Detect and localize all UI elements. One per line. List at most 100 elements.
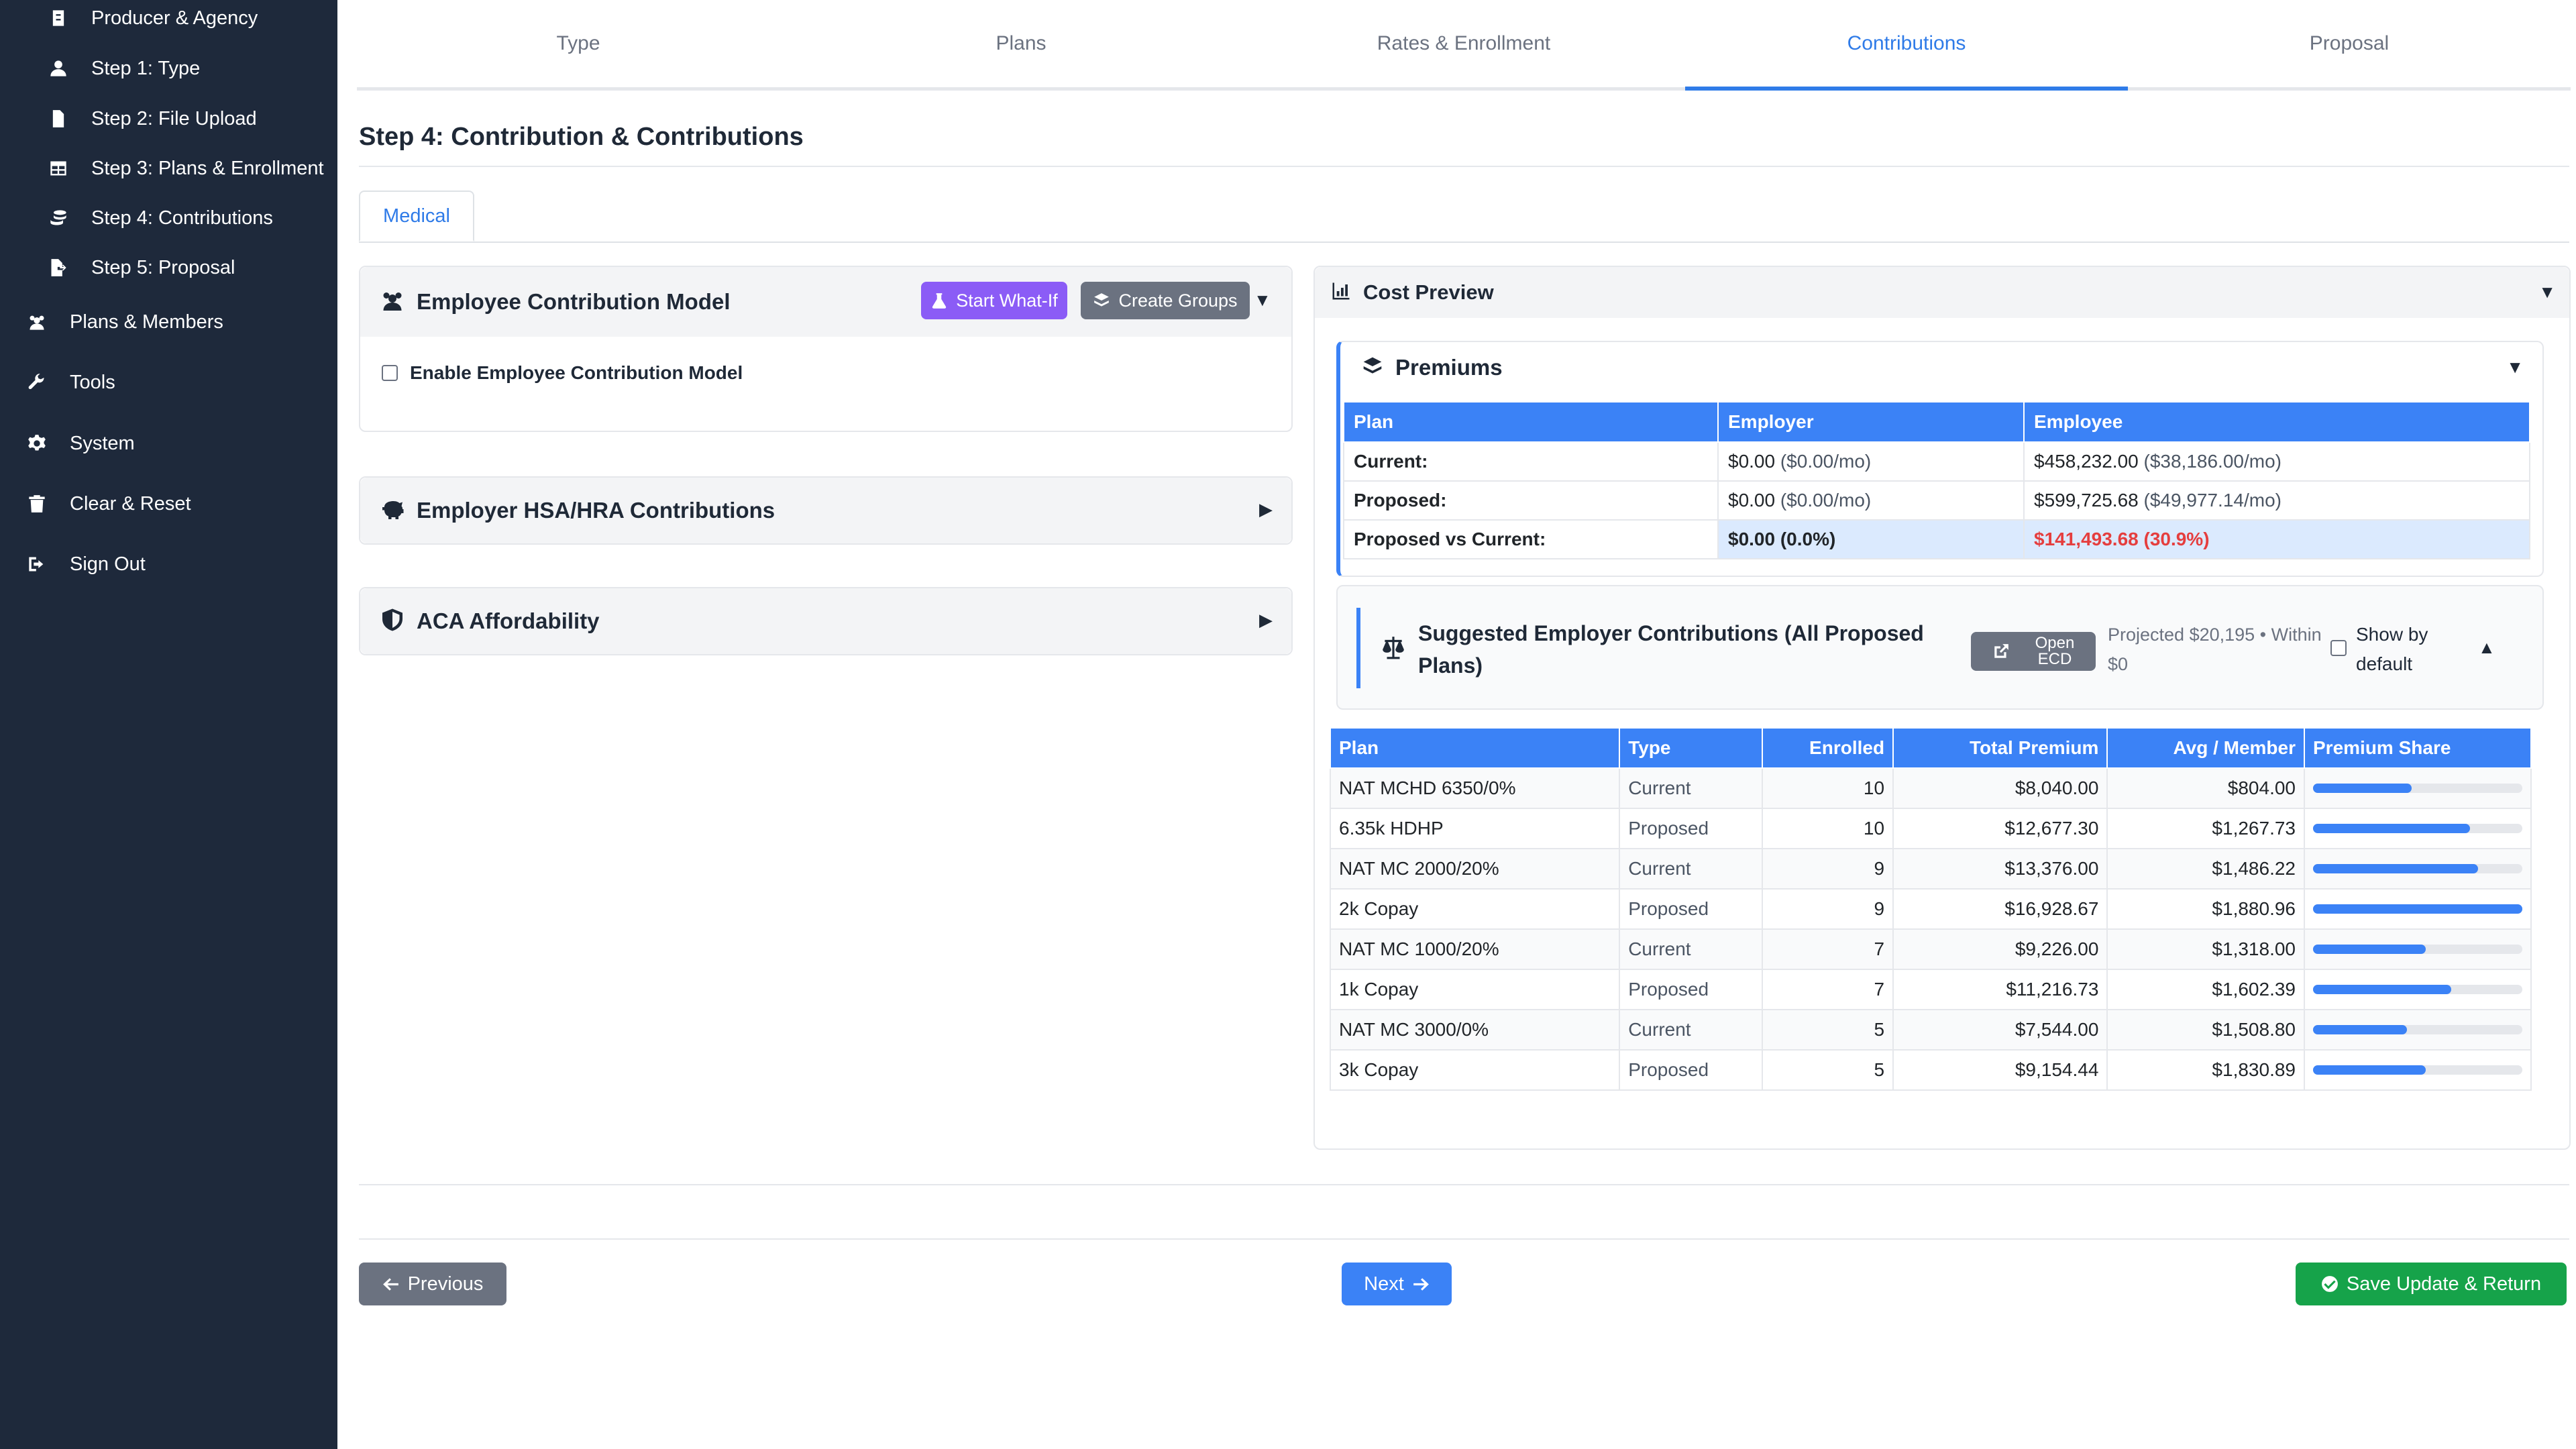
sidebar-item-label: Sign Out (70, 553, 146, 575)
card-header[interactable]: Cost Preview ▼ (1315, 267, 2569, 318)
sidebar-item-system[interactable]: System (25, 432, 135, 455)
external-link-icon (1994, 644, 2008, 658)
table-row: 6.35k HDHP Proposed 10 $12,677.30 $1,267.73 (1329, 808, 2532, 849)
show-by-default-checkbox[interactable] (2330, 640, 2347, 656)
premium-share-bar (2313, 784, 2522, 793)
caret-up-icon[interactable]: ▲ (2478, 637, 2496, 657)
open-ecd-button[interactable]: Open ECD (1971, 632, 2096, 671)
caret-right-icon[interactable]: ▶ (1259, 610, 1273, 630)
sidebar: Producer & Agency Step 1: Type Step 2: F… (0, 0, 337, 1449)
employer-hsa-hra-card[interactable]: Employer HSA/HRA Contributions ▶ (359, 476, 1293, 545)
flask-icon (932, 293, 947, 309)
card-title: Cost Preview (1363, 280, 1494, 304)
monthly-value: ($49,977.14/mo) (2143, 490, 2282, 511)
text-line: $0 (2108, 654, 2129, 674)
employer-cell: $0.00 ($0.00/mo) (1717, 441, 2025, 482)
tab-contributions[interactable]: Contributions (1685, 0, 2128, 91)
premium-share-bar (2313, 864, 2522, 873)
previous-button[interactable]: Previous (359, 1263, 506, 1305)
premium-share-cell (2304, 808, 2532, 849)
monthly-value: ($0.00/mo) (1780, 490, 1872, 511)
enable-ecm-checkbox[interactable] (382, 365, 398, 381)
premiums-title: Premiums (1395, 355, 1503, 380)
divider (359, 1238, 2569, 1240)
caret-down-icon[interactable]: ▼ (1254, 290, 1271, 310)
total-premium-cell: $7,544.00 (1892, 1009, 2108, 1051)
divider (359, 166, 2569, 167)
arrow-right-icon (1413, 1278, 1429, 1291)
sidebar-item-plans-members[interactable]: Plans & Members (25, 311, 223, 333)
gear-icon (25, 432, 48, 455)
plan-cell: 6.35k HDHP (1329, 808, 1621, 849)
tab-proposal[interactable]: Proposal (2309, 32, 2390, 54)
aca-affordability-card[interactable]: ACA Affordability ▶ (359, 587, 1293, 655)
table-row: 2k Copay Proposed 9 $16,928.67 $1,880.96 (1329, 888, 2532, 930)
sidebar-item-step4-contributions[interactable]: Step 4: Contributions (47, 207, 273, 229)
card-title: ACA Affordability (417, 608, 600, 633)
sidebar-item-sign-out[interactable]: Sign Out (25, 553, 146, 576)
type-cell: Proposed (1619, 808, 1764, 849)
avg-member-cell: $1,267.73 (2106, 808, 2305, 849)
title-line: Plans) (1418, 653, 1483, 678)
employer-cell: $0.00 ($0.00/mo) (1717, 480, 2025, 521)
shield-icon (380, 608, 405, 635)
sidebar-item-tools[interactable]: Tools (25, 371, 115, 394)
check-circle-icon (2321, 1276, 2338, 1292)
type-cell: Proposed (1619, 969, 1764, 1010)
sidebar-item-label: Step 4: Contributions (91, 207, 273, 229)
total-premium-cell: $13,376.00 (1892, 848, 2108, 890)
total-premium-cell: $8,040.00 (1892, 767, 2108, 809)
sidebar-item-producer-agency[interactable]: Producer & Agency (47, 7, 258, 30)
save-update-return-button[interactable]: Save Update & Return (2296, 1263, 2567, 1305)
start-what-if-button[interactable]: Start What-If (921, 282, 1067, 319)
sidebar-item-label: Step 3: Plans & Enrollment (91, 157, 324, 179)
row-label: Current: (1343, 441, 1719, 482)
tab-plans[interactable]: Plans (996, 32, 1046, 54)
sidebar-item-step1-type[interactable]: Step 1: Type (47, 57, 200, 80)
tab-type[interactable]: Type (556, 32, 600, 54)
type-cell: Current (1619, 928, 1764, 970)
premiums-header[interactable]: Premiums ▼ (1340, 342, 2542, 393)
create-groups-button[interactable]: Create Groups (1081, 282, 1250, 319)
sign-out-icon (25, 553, 48, 576)
button-label: Create Groups (1118, 290, 1238, 311)
divider (359, 1184, 2569, 1185)
caret-right-icon[interactable]: ▶ (1259, 499, 1273, 519)
caret-down-icon[interactable]: ▼ (2506, 357, 2524, 377)
label-line: default (2356, 653, 2413, 674)
plan-cell: 2k Copay (1329, 888, 1621, 930)
sidebar-item-label: Plans & Members (70, 311, 223, 333)
tab-rates-enrollment[interactable]: Rates & Enrollment (1377, 32, 1551, 54)
sidebar-item-clear-reset[interactable]: Clear & Reset (25, 492, 191, 515)
wizard-tabs: Type Plans Rates & Enrollment Contributi… (357, 0, 2571, 91)
users-icon (25, 311, 48, 333)
premium-share-bar-fill (2313, 784, 2412, 793)
card-header[interactable]: Employee Contribution Model Start What-I… (360, 267, 1291, 337)
users-cog-icon (380, 288, 405, 316)
next-button[interactable]: Next (1342, 1263, 1452, 1305)
sidebar-item-step2-file-upload[interactable]: Step 2: File Upload (47, 107, 257, 130)
sidebar-item-step5-proposal[interactable]: Step 5: Proposal (47, 256, 235, 279)
card-header[interactable]: Employer HSA/HRA Contributions ▶ (360, 478, 1291, 543)
accent-bar (1356, 608, 1360, 688)
premium-share-bar-fill (2313, 945, 2426, 954)
sidebar-item-label: Clear & Reset (70, 492, 191, 515)
scale-icon (1381, 635, 1406, 663)
card-header[interactable]: ACA Affordability ▶ (360, 588, 1291, 654)
enrolled-cell: 9 (1762, 848, 1894, 890)
table-row: Current: $0.00 ($0.00/mo) $458,232.00 ($… (1343, 441, 2530, 482)
caret-down-icon[interactable]: ▼ (2538, 282, 2556, 302)
plan-cell: 3k Copay (1329, 1049, 1621, 1091)
premium-share-bar (2313, 904, 2522, 914)
column-header: Enrolled (1762, 727, 1894, 769)
premium-share-cell (2304, 848, 2532, 890)
sidebar-item-step3-plans-enrollment[interactable]: Step 3: Plans & Enrollment (47, 157, 324, 180)
column-header: Plan (1329, 727, 1621, 769)
wrench-icon (25, 371, 48, 394)
avg-member-cell: $1,602.39 (2106, 969, 2305, 1010)
label-line: ECD (2037, 650, 2072, 668)
enrolled-cell: 7 (1762, 928, 1894, 970)
title-line: Suggested Employer Contributions (All Pr… (1418, 621, 1924, 645)
column-header: Plan (1343, 401, 1719, 443)
tab-medical[interactable]: Medical (359, 191, 474, 241)
